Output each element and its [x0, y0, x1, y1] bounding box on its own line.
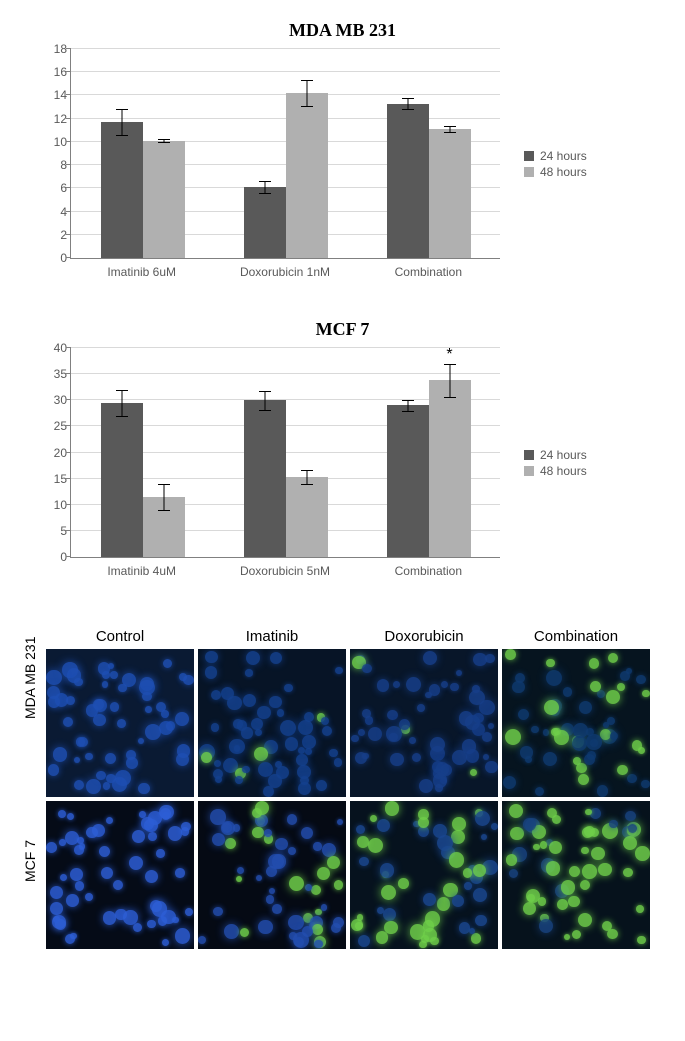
ytick: 30 [54, 394, 67, 406]
ytick: 25 [54, 420, 67, 432]
chart1-xticks: Imatinib 6uMDoxorubicin 1nMCombination [70, 265, 500, 279]
bar [286, 93, 328, 258]
swatch-48h [524, 466, 534, 476]
ytick: 2 [60, 229, 67, 241]
microscopy-image [350, 801, 498, 949]
swatch-48h [524, 167, 534, 177]
xtick: Doxorubicin 1nM [213, 265, 356, 279]
chart2-title: MCF 7 [20, 319, 665, 340]
panel-col-header: Doxorubicin [350, 628, 498, 649]
microscopy-image [502, 649, 650, 797]
legend-item-48h: 48 hours [524, 165, 587, 179]
ytick: 12 [54, 113, 67, 125]
chart1-legend: 24 hours 48 hours [524, 147, 587, 181]
panel-col-header: Imatinib [198, 628, 346, 649]
ytick: 10 [54, 499, 67, 511]
microscopy-image [198, 801, 346, 949]
significance-mark: * [446, 346, 452, 364]
microscopy-image [198, 649, 346, 797]
ytick: 8 [60, 159, 67, 171]
chart2-xticks: Imatinib 4uMDoxorubicin 5nMCombination [70, 564, 500, 578]
swatch-24h [524, 450, 534, 460]
ytick: 10 [54, 136, 67, 148]
chart2-plot: 0510152025303540* [70, 348, 500, 558]
xtick: Doxorubicin 5nM [213, 564, 356, 578]
chart1-title: MDA MB 231 [20, 20, 665, 41]
ytick: 4 [60, 206, 67, 218]
microscopy-image [46, 649, 194, 797]
ytick: 14 [54, 89, 67, 101]
xtick: Combination [357, 564, 500, 578]
panel-row-label: MDA MB 231 [22, 699, 38, 719]
panel-row-labels: MDA MB 231 MCF 7 [20, 628, 40, 953]
ytick: 15 [54, 473, 67, 485]
chart-mcf-7: MCF 7 percentage of apoptotic cells 0510… [20, 319, 665, 578]
ytick: 20 [54, 447, 67, 459]
ytick: 18 [54, 43, 67, 55]
ytick: 5 [60, 525, 67, 537]
microscopy-panel: MDA MB 231 MCF 7 ControlImatinibDoxorubic… [20, 628, 665, 953]
chart2-area: percentage of apoptotic cells 0510152025… [70, 348, 500, 578]
bar [387, 405, 429, 557]
bar [286, 477, 328, 557]
legend-label-24h: 24 hours [540, 448, 587, 462]
ytick: 16 [54, 66, 67, 78]
microscopy-image [46, 801, 194, 949]
xtick: Imatinib 4uM [70, 564, 213, 578]
chart1-plot: 024681012141618 [70, 49, 500, 259]
legend-item-24h: 24 hours [524, 448, 587, 462]
bar [244, 400, 286, 557]
panel-rows [44, 649, 652, 953]
legend-label-48h: 48 hours [540, 165, 587, 179]
bar: * [429, 380, 471, 557]
bar [143, 141, 185, 258]
panel-col-header: Combination [502, 628, 650, 649]
bar [101, 122, 143, 258]
legend-item-48h: 48 hours [524, 464, 587, 478]
ytick: 0 [60, 252, 67, 264]
chart-mda-mb-231: MDA MB 231 percentage of apoptotic cells… [20, 20, 665, 279]
legend-item-24h: 24 hours [524, 149, 587, 163]
bar [429, 129, 471, 258]
panel-row-label: MCF 7 [22, 862, 38, 882]
legend-label-24h: 24 hours [540, 149, 587, 163]
bar [387, 104, 429, 258]
panel-col-header: Control [46, 628, 194, 649]
ytick: 40 [54, 342, 67, 354]
microscopy-image [502, 801, 650, 949]
panel-col-headers: ControlImatinibDoxorubicinCombination [44, 628, 652, 649]
legend-label-48h: 48 hours [540, 464, 587, 478]
ytick: 35 [54, 368, 67, 380]
chart2-legend: 24 hours 48 hours [524, 446, 587, 480]
chart1-area: percentage of apoptotic cells 0246810121… [70, 49, 500, 279]
bar [244, 187, 286, 258]
xtick: Imatinib 6uM [70, 265, 213, 279]
bar [101, 403, 143, 557]
swatch-24h [524, 151, 534, 161]
bar [143, 497, 185, 557]
ytick: 6 [60, 182, 67, 194]
ytick: 0 [60, 551, 67, 563]
microscopy-image [350, 649, 498, 797]
xtick: Combination [357, 265, 500, 279]
